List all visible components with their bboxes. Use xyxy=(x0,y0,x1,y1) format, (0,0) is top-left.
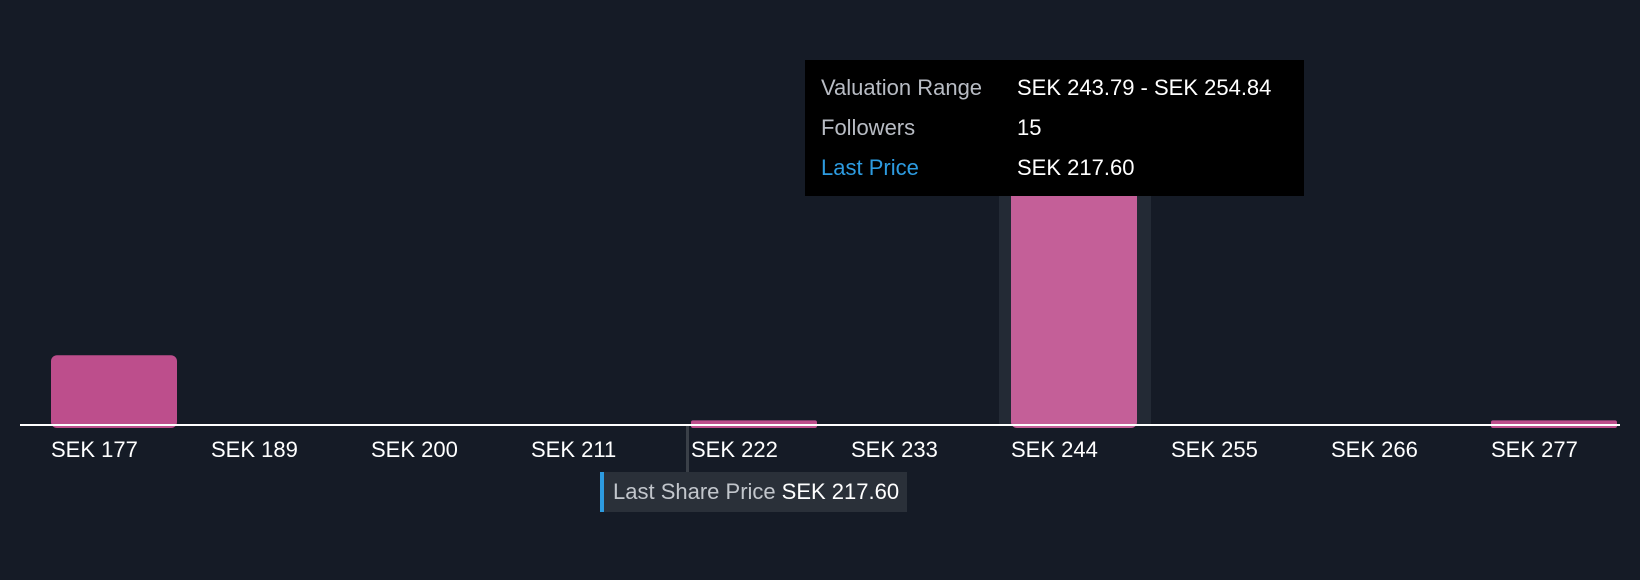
x-tick-label: SEK 266 xyxy=(1331,437,1418,462)
last-share-price-label: Last Share Price xyxy=(613,479,776,504)
x-tick-label: SEK 222 xyxy=(691,437,778,462)
tooltip-followers-value: 15 xyxy=(1017,115,1042,140)
x-tick-label: SEK 244 xyxy=(1011,437,1098,462)
tooltip-row-valuation-range: Valuation Range SEK 243.79 - SEK 254.84 xyxy=(821,68,1288,108)
tooltip-followers-label: Followers xyxy=(821,115,916,140)
last-share-price-value: SEK 217.60 xyxy=(781,479,900,504)
bar-sek-177[interactable] xyxy=(51,355,177,428)
x-tick-label: SEK 233 xyxy=(851,437,938,462)
tooltip-valuation-range-label: Valuation Range xyxy=(821,75,983,100)
x-tick-label: SEK 255 xyxy=(1171,437,1258,462)
last-share-price-marker: Last Share Price SEK 217.60 xyxy=(600,472,908,512)
chart-tooltip: Valuation Range SEK 243.79 - SEK 254.84 … xyxy=(805,60,1304,196)
tooltip-row-followers: Followers 15 xyxy=(821,108,1288,148)
tooltip-row-last-price: Last Price SEK 217.60 xyxy=(821,148,1288,188)
tooltip-valuation-range-value: SEK 243.79 - SEK 254.84 xyxy=(1017,75,1272,100)
x-tick-label: SEK 277 xyxy=(1491,437,1578,462)
x-tick-label: SEK 211 xyxy=(531,437,616,462)
tooltip-last-price-label: Last Price xyxy=(821,155,919,180)
tooltip-last-price-value: SEK 217.60 xyxy=(1017,155,1135,180)
x-tick-label: SEK 200 xyxy=(371,437,458,462)
x-tick-label: SEK 177 xyxy=(51,437,138,462)
x-tick-label: SEK 189 xyxy=(211,437,298,462)
